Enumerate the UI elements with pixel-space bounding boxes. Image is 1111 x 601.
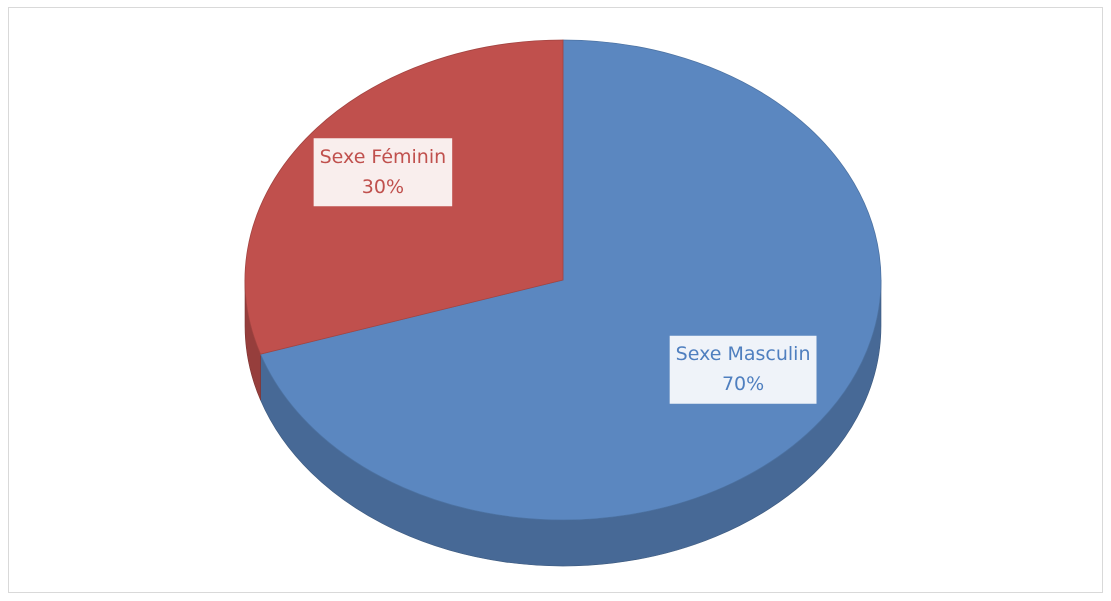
data-label: Sexe Masculin 70% [669, 335, 817, 404]
data-label-name: Sexe Féminin [320, 146, 447, 168]
data-label-box [313, 138, 453, 207]
data-label-value: 30% [362, 176, 404, 198]
data-label-name: Sexe Masculin [676, 343, 811, 365]
data-label-value: 70% [722, 373, 764, 395]
data-label-box [669, 335, 817, 404]
data-label: Sexe Féminin 30% [313, 138, 453, 207]
